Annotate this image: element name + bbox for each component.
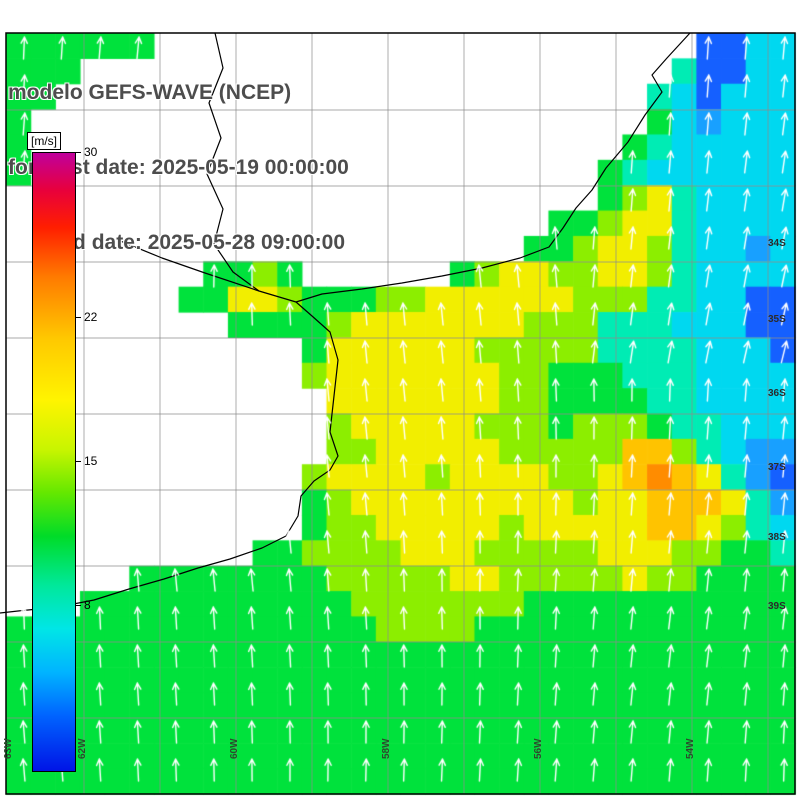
colorbar-unit-label: [m/s] bbox=[27, 132, 61, 150]
lat-label: 34S bbox=[768, 238, 786, 249]
lat-label: 38S bbox=[768, 532, 786, 543]
forecast-date-line: forecast date: 2025-05-19 00:00:00 bbox=[8, 156, 349, 179]
lat-label: 37S bbox=[768, 462, 786, 473]
colorbar-tick-mark bbox=[75, 316, 81, 318]
lat-label: 35S bbox=[768, 314, 786, 325]
title-block: modelo GEFS-WAVE (NCEP) forecast date: 2… bbox=[8, 30, 349, 305]
lon-label: 54W bbox=[685, 738, 696, 759]
colorbar-tick-mark bbox=[75, 461, 81, 462]
lon-label: 58W bbox=[381, 738, 392, 759]
lon-label: 60W bbox=[229, 738, 240, 759]
lon-label: 56W bbox=[533, 738, 544, 759]
lat-label: 36S bbox=[768, 388, 786, 399]
colorbar-tick-mark bbox=[75, 605, 81, 607]
lat-label: 39S bbox=[768, 601, 786, 612]
colorbar-tick-label: 30 bbox=[84, 145, 98, 159]
colorbar-gradient bbox=[32, 152, 76, 772]
colorbar-tick-label: 15 bbox=[84, 454, 98, 468]
model-title: modelo GEFS-WAVE (NCEP) bbox=[8, 81, 292, 104]
colorbar-tick-mark bbox=[75, 152, 81, 153]
lon-label: 62W bbox=[77, 738, 88, 759]
colorbar-tick-label: 8 bbox=[84, 598, 91, 613]
lon-label: 63W bbox=[3, 738, 14, 759]
colorbar-tick-label: 22 bbox=[84, 309, 98, 324]
